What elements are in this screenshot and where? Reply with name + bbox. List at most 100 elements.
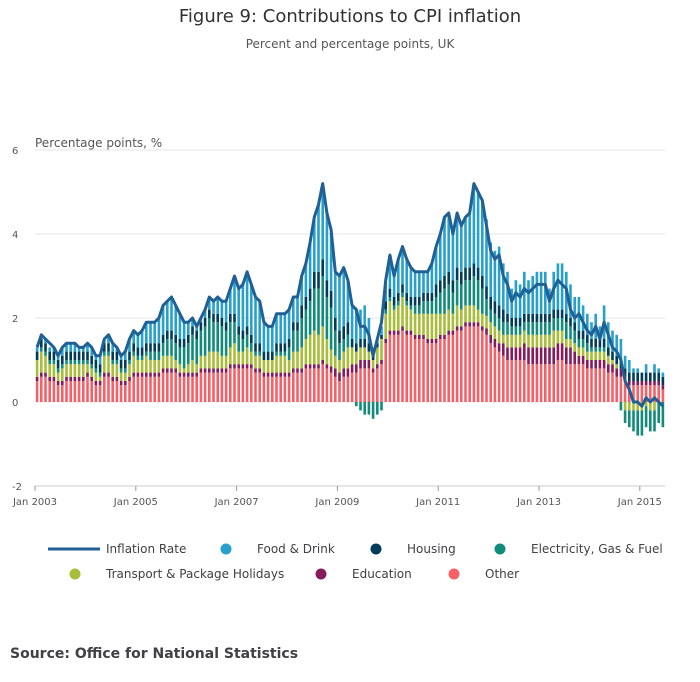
bar-segment-electricity (136, 355, 140, 360)
bar-segment-housing (178, 339, 182, 348)
bar-segment-education (380, 360, 383, 365)
bar-segment-food (145, 322, 148, 344)
bar-segment-electricity (229, 322, 232, 348)
bar-segment-housing (350, 339, 354, 348)
bar-segment-housing (321, 259, 324, 276)
bar-segment-housing (636, 372, 639, 381)
bar-segment-transport (489, 322, 492, 335)
bar-segment-transport (174, 360, 177, 369)
bar-segment-electricity (313, 288, 316, 331)
bar-segment-transport (439, 313, 442, 335)
bar-segment-electricity (434, 297, 438, 314)
bar-segment-education (329, 366, 333, 373)
bar-segment-food (426, 271, 429, 293)
bar-segment-housing (577, 330, 581, 339)
bar-segment-food (119, 355, 123, 360)
bar-segment-food (174, 305, 177, 335)
bar-segment-transport (632, 402, 635, 411)
bar-segment-food (346, 280, 350, 323)
bar-segment-housing (329, 290, 333, 308)
bar-segment-education (413, 334, 417, 339)
bar-segment-transport (569, 339, 572, 348)
bar-segment-education (548, 347, 551, 365)
bar-segment-transport (422, 313, 425, 335)
bar-segment-transport (346, 347, 350, 369)
bar-segment-transport (35, 360, 39, 377)
bar-segment-other (443, 339, 446, 402)
bar-segment-food (241, 284, 245, 331)
bar-segment-housing (447, 271, 450, 285)
bar-segment-other (329, 372, 333, 402)
bar-segment-education (107, 372, 110, 377)
bar-segment-education (300, 368, 303, 373)
bar-segment-other (241, 368, 245, 402)
bar-segment-other (401, 330, 404, 402)
bar-segment-electricity (220, 326, 224, 356)
bar-segment-housing (628, 372, 631, 381)
bar-segment-other (119, 385, 123, 402)
bar-segment-electricity (325, 297, 329, 339)
bar-segment-education (531, 347, 534, 365)
bar-segment-transport (149, 360, 152, 373)
bar-segment-education (607, 364, 610, 373)
bar-segment-food (292, 297, 295, 323)
bar-segment-electricity (275, 351, 278, 356)
x-tick-label: Jan 2003 (12, 497, 57, 508)
bar-segment-education (527, 347, 530, 365)
bar-segment-housing (245, 326, 249, 335)
bar-segment-other (409, 334, 413, 402)
bar-segment-transport (119, 372, 123, 381)
bar-segment-transport (451, 313, 455, 331)
bar-segment-transport (308, 334, 312, 365)
bar-segment-education (657, 381, 660, 386)
bar-segment-food (153, 322, 156, 344)
bar-segment-transport (61, 368, 64, 381)
bar-segment-other (514, 360, 518, 402)
bar-segment-education (644, 381, 648, 386)
bar-segment-electricity (640, 410, 644, 436)
bar-segment-other (94, 385, 98, 402)
bar-segment-transport (220, 355, 224, 369)
bar-segment-education (174, 368, 177, 373)
bar-segment-other (649, 385, 652, 402)
bar-segment-other (140, 376, 144, 402)
bar-segment-food (136, 334, 140, 348)
bar-segment-housing (439, 280, 442, 293)
legend-item-inflation: Inflation Rate (48, 542, 186, 556)
bar-segment-housing (640, 372, 644, 381)
bar-segment-housing (124, 360, 127, 369)
bar-segment-electricity (338, 343, 341, 360)
bar-segment-housing (493, 301, 497, 314)
bar-segment-housing (569, 318, 572, 327)
bar-segment-other (447, 334, 450, 402)
bar-segment-electricity (203, 326, 207, 356)
bar-segment-other (250, 368, 253, 402)
bar-segment-housing (77, 351, 81, 360)
bar-segment-electricity (69, 360, 72, 365)
bar-segment-food (56, 355, 60, 360)
bar-segment-transport (518, 334, 522, 348)
bar-segment-food (317, 204, 320, 272)
bar-segment-food (619, 339, 623, 360)
bar-segment-electricity (636, 410, 639, 436)
bar-segment-housing (455, 267, 459, 281)
bar-segment-electricity (363, 402, 366, 415)
bar-segment-transport (103, 355, 106, 373)
bar-segment-housing (52, 351, 56, 360)
bar-segment-housing (565, 313, 568, 323)
bar-segment-food (598, 326, 602, 339)
bar-segment-transport (86, 364, 89, 373)
bar-segment-housing (300, 305, 303, 318)
bar-segment-education (254, 368, 257, 373)
bar-segment-electricity (250, 343, 253, 352)
bar-segment-housing (119, 360, 123, 369)
bar-segment-housing (191, 326, 194, 335)
bar-segment-education (472, 322, 476, 327)
bar-segment-housing (539, 313, 543, 323)
bar-segment-food (212, 301, 215, 314)
bar-segment-transport (615, 364, 618, 369)
bar-segment-transport (384, 313, 387, 339)
bar-segment-education (271, 372, 274, 377)
bar-segment-electricity (628, 410, 631, 428)
bar-segment-housing (153, 343, 156, 352)
